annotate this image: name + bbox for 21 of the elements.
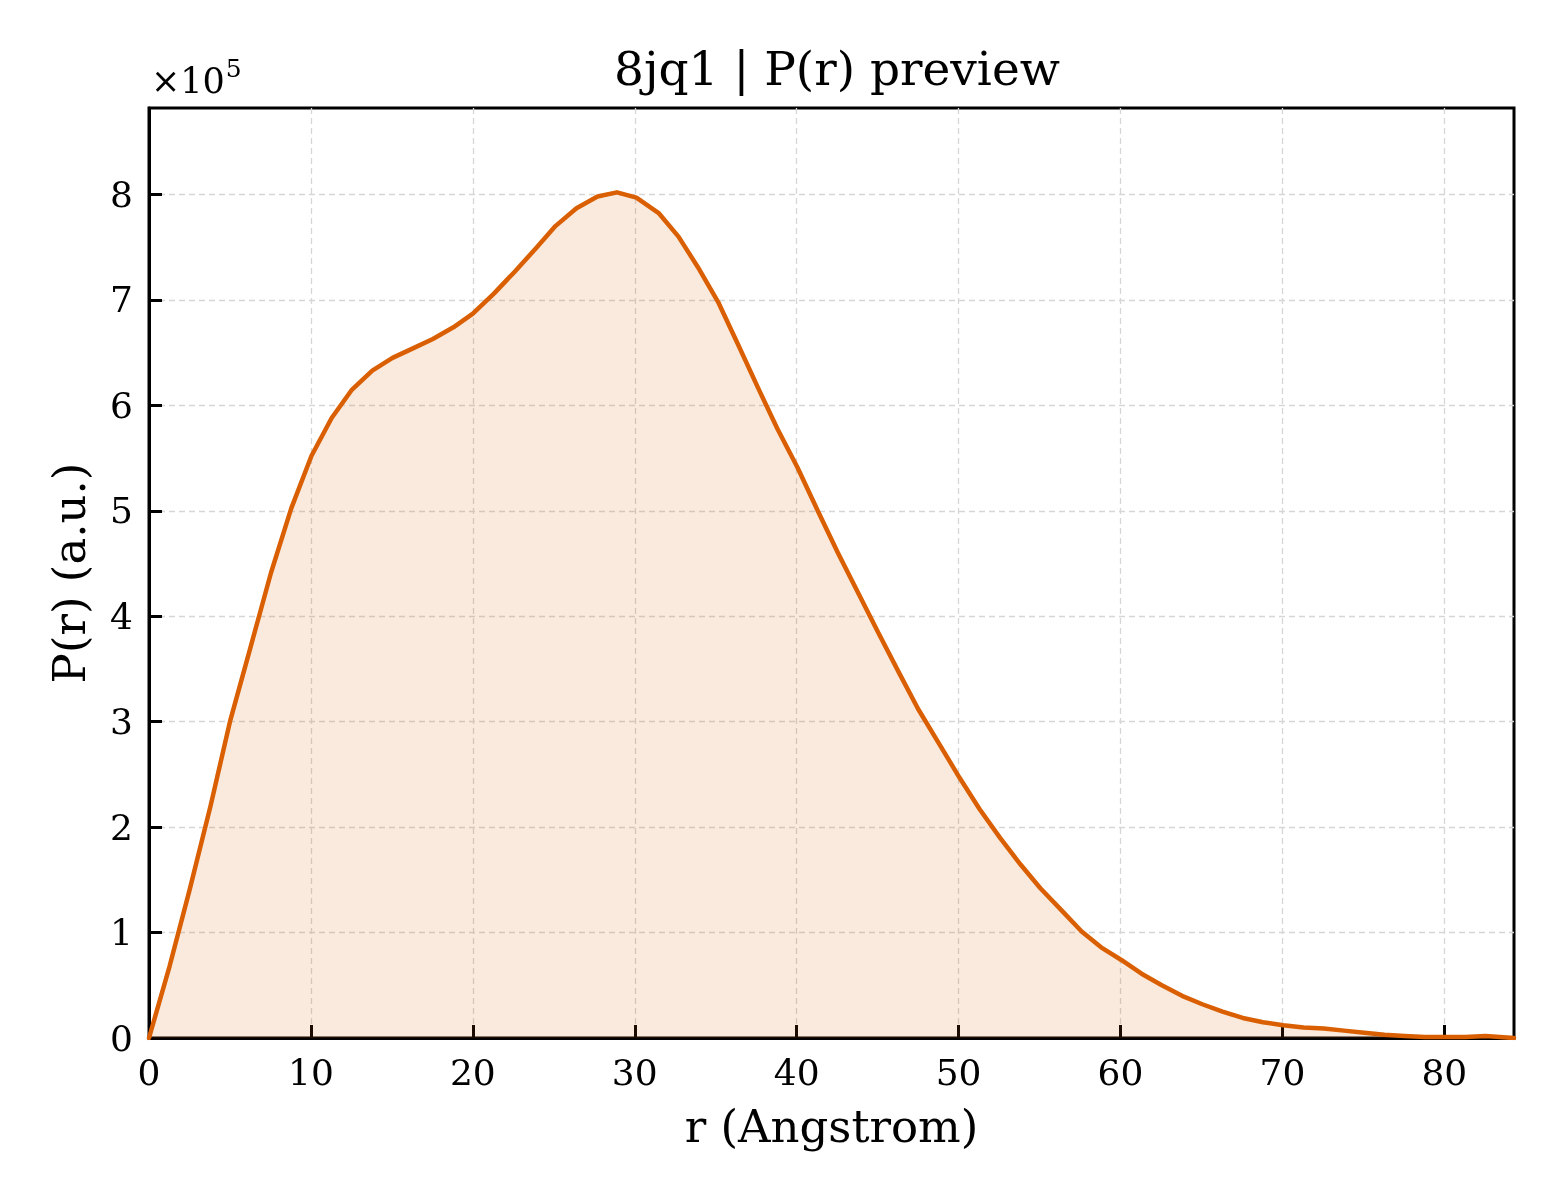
x-tick-label: 50 bbox=[935, 1051, 982, 1093]
chart-title: 8jq1 | P(r) preview bbox=[614, 41, 1060, 96]
x-tick-label: 70 bbox=[1259, 1051, 1306, 1093]
x-tick-label: 0 bbox=[137, 1051, 161, 1093]
y-tick-label: 0 bbox=[110, 1017, 133, 1059]
x-tick-label: 10 bbox=[288, 1051, 334, 1093]
x-axis-title: r (Angstrom) bbox=[684, 1100, 979, 1153]
y-tick-label: 2 bbox=[110, 806, 133, 848]
x-tick-label: 60 bbox=[1097, 1051, 1144, 1093]
y-tick-label: 4 bbox=[110, 595, 133, 637]
x-tick-label: 20 bbox=[449, 1051, 496, 1093]
y-tick-label: 1 bbox=[110, 912, 133, 954]
y-tick-label: 6 bbox=[110, 384, 133, 426]
y-tick-label: 3 bbox=[110, 701, 133, 743]
x-tick-label: 80 bbox=[1421, 1051, 1468, 1093]
y-tick-label: 5 bbox=[110, 490, 133, 532]
x-tick-label: 40 bbox=[773, 1051, 820, 1093]
x-tick-label: 30 bbox=[611, 1051, 658, 1093]
y-axis-title: P(r) (a.u.) bbox=[43, 462, 96, 684]
y-tick-label: 8 bbox=[110, 173, 133, 215]
y-tick-label: 7 bbox=[110, 279, 133, 321]
